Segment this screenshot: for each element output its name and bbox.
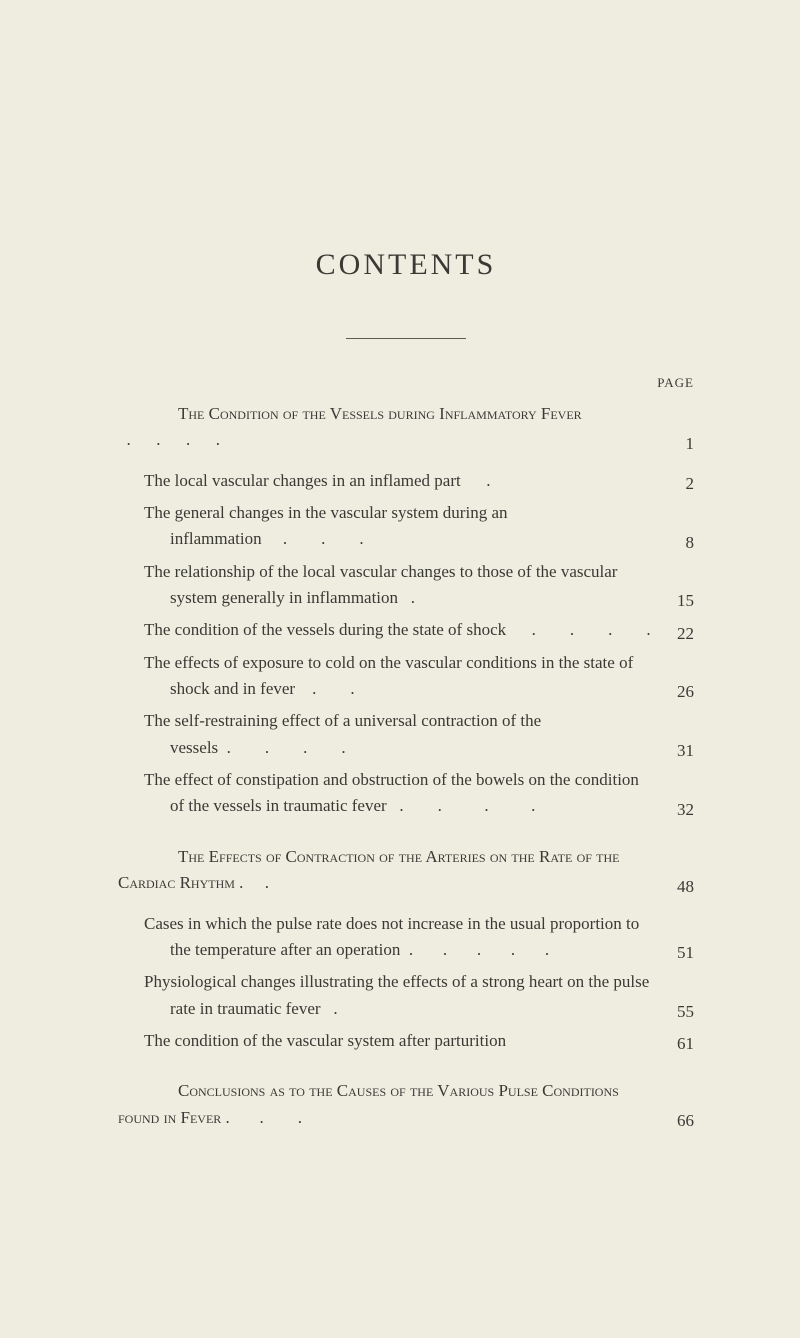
- toc-entry: Cases in which the pulse rate does not i…: [118, 911, 694, 964]
- section-heading: The Condition of the Vessels during Infl…: [118, 401, 694, 454]
- page-number: 22: [677, 624, 694, 644]
- entry-text: The effect of constipation and obstructi…: [144, 767, 654, 820]
- heading-text: The Condition of the Vessels during Infl…: [178, 404, 582, 423]
- toc-entry: Physiological changes illustrating the e…: [118, 969, 694, 1022]
- toc-entry: The self-restraining effect of a univers…: [118, 708, 694, 761]
- entry-text: The general changes in the vascular syst…: [144, 500, 654, 553]
- entry-text: The effects of exposure to cold on the v…: [144, 650, 654, 703]
- toc-entry: The condition of the vessels during the …: [118, 617, 694, 643]
- page-number: 1: [686, 434, 695, 454]
- toc-entry: The relationship of the local vascular c…: [118, 559, 694, 612]
- entry-text: The self-restraining effect of a univers…: [144, 708, 654, 761]
- heading-text: The Effects of Contraction of the Arteri…: [118, 847, 619, 892]
- page-number: 48: [677, 877, 694, 897]
- page-number: 55: [677, 1002, 694, 1022]
- entry-text: The relationship of the local vascular c…: [144, 559, 654, 612]
- page-number: 61: [677, 1034, 694, 1054]
- page-number: 51: [677, 943, 694, 963]
- section-heading: The Effects of Contraction of the Arteri…: [118, 844, 694, 897]
- page-number: 2: [686, 474, 695, 494]
- page-number: 26: [677, 682, 694, 702]
- page-number: 8: [686, 533, 695, 553]
- entry-text: The condition of the vessels during the …: [144, 617, 654, 643]
- entry-text: Cases in which the pulse rate does not i…: [144, 911, 654, 964]
- page-number: 31: [677, 741, 694, 761]
- page-number: 32: [677, 800, 694, 820]
- page: CONTENTS PAGE The Condition of the Vesse…: [0, 0, 800, 1338]
- toc-entry: The effects of exposure to cold on the v…: [118, 650, 694, 703]
- toc-entry: The local vascular changes in an inflame…: [118, 468, 694, 494]
- entry-text: The local vascular changes in an inflame…: [144, 471, 490, 490]
- entry-text: The condition of the vascular system aft…: [144, 1031, 506, 1050]
- horizontal-rule: [346, 338, 466, 339]
- toc-entry: The condition of the vascular system aft…: [118, 1028, 694, 1054]
- heading-text: Conclusions as to the Causes of the Vari…: [118, 1081, 619, 1126]
- page-column-label: PAGE: [118, 375, 694, 391]
- section-heading-text: The Effects of Contraction of the Arteri…: [118, 847, 619, 892]
- section-heading-text: Conclusions as to the Causes of the Vari…: [118, 1081, 619, 1126]
- entry-text: Physiological changes illustrating the e…: [144, 969, 654, 1022]
- section-heading: Conclusions as to the Causes of the Vari…: [118, 1078, 694, 1131]
- toc-entry: The effect of constipation and obstructi…: [118, 767, 694, 820]
- toc-entry: The general changes in the vascular syst…: [118, 500, 694, 553]
- page-number: 15: [677, 591, 694, 611]
- page-number: 66: [677, 1111, 694, 1131]
- contents-title: CONTENTS: [118, 248, 694, 282]
- section-heading-text: The Condition of the Vessels during Infl…: [118, 404, 582, 449]
